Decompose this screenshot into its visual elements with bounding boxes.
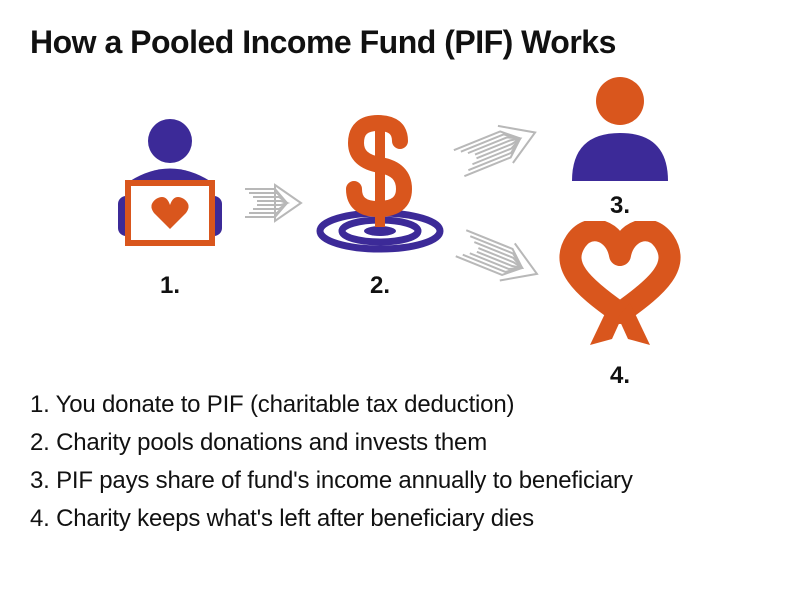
heart-ribbon-icon <box>540 221 700 351</box>
step-3: 3. PIF pays share of fund's income annua… <box>30 467 770 495</box>
flow-diagram: 1. <box>30 71 770 381</box>
arrow-1 <box>245 181 303 230</box>
node-donor: 1. <box>90 111 250 300</box>
node-pool: 2. <box>300 111 460 300</box>
arrow-2 <box>451 111 547 188</box>
steps-list: 1. You donate to PIF (charitable tax ded… <box>30 391 770 533</box>
node-label-1: 1. <box>90 272 250 300</box>
node-label-3: 3. <box>550 192 690 220</box>
donor-heart-icon <box>90 111 250 261</box>
step-2: 2. Charity pools donations and invests t… <box>30 429 770 457</box>
dollar-pool-icon <box>300 111 460 261</box>
node-charity: 4. <box>540 221 700 390</box>
step-4: 4. Charity keeps what's left after benef… <box>30 505 770 533</box>
step-1: 1. You donate to PIF (charitable tax ded… <box>30 391 770 419</box>
person-icon <box>550 71 690 181</box>
node-label-4: 4. <box>540 362 700 390</box>
node-label-2: 2. <box>300 272 460 300</box>
page-title: How a Pooled Income Fund (PIF) Works <box>30 24 770 61</box>
node-beneficiary: 3. <box>550 71 690 220</box>
arrow-3 <box>451 223 547 300</box>
